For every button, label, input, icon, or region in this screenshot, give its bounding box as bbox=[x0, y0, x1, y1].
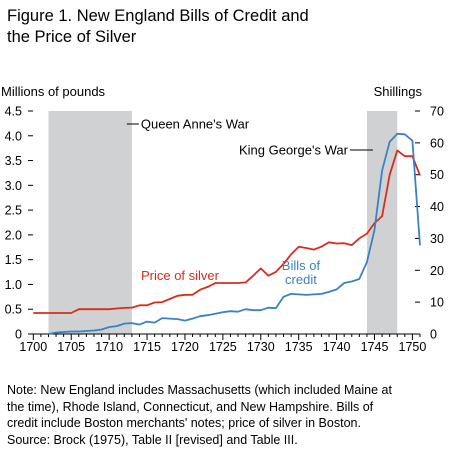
bills-of-credit-label-line-1: Bills of bbox=[282, 258, 321, 273]
shaded-periods bbox=[48, 111, 398, 334]
price-of-silver-label: Price of silver bbox=[141, 268, 220, 283]
annotations: Queen Anne's War King George's War Price o… bbox=[126, 117, 373, 287]
y-left-tick-label: 1.0 bbox=[5, 278, 22, 292]
y-left-tick-label: 4.5 bbox=[5, 105, 22, 119]
y-left-tick-label: 4.0 bbox=[5, 129, 22, 143]
x-tick-label: 1745 bbox=[361, 340, 389, 354]
y-left-tick-label: 2.5 bbox=[5, 204, 22, 218]
y-left-tick-label: 2.0 bbox=[5, 228, 22, 242]
note-line-3: credit include Boston merchants' notes; … bbox=[7, 416, 361, 430]
data-series bbox=[33, 132, 421, 335]
chart-note: Note: New England includes Massachusetts… bbox=[7, 382, 443, 448]
shaded-period-1 bbox=[48, 111, 132, 334]
x-tick-label: 1725 bbox=[209, 340, 237, 354]
x-tick-label: 1700 bbox=[19, 340, 47, 354]
x-tick-label: 1705 bbox=[57, 340, 85, 354]
x-tick-label: 1735 bbox=[285, 340, 313, 354]
x-tick-label: 1715 bbox=[133, 340, 161, 354]
y-right-tick-label: 30 bbox=[430, 232, 444, 246]
shaded-period-2 bbox=[366, 111, 398, 334]
figure-title-line-2: the Price of Silver bbox=[7, 28, 137, 46]
x-tick-label: 1750 bbox=[399, 340, 427, 354]
y-left-tick-label: 0.5 bbox=[5, 303, 22, 317]
note-line-4: Source: Brock (1975), Table II [revised]… bbox=[7, 432, 298, 447]
y-right-tick-label: 40 bbox=[430, 200, 444, 214]
y-right-tick-label: 10 bbox=[430, 296, 444, 310]
y-right-tick-label: 50 bbox=[430, 168, 444, 182]
figure-title-line-1: Figure 1. New England Bills of Credit an… bbox=[7, 7, 309, 25]
y-right-tick-label: 60 bbox=[430, 136, 444, 150]
y-left-tick-label: 0 bbox=[15, 328, 22, 342]
right-axis-unit-label: Shillings bbox=[373, 84, 422, 99]
y-right-tick-label: 0 bbox=[430, 328, 437, 342]
y-right-tick-label: 20 bbox=[430, 264, 444, 278]
y-left-tick-label: 3.0 bbox=[5, 179, 22, 193]
bills-of-credit-label-line-2: credit bbox=[285, 272, 317, 287]
king-georges-war-label: King George's War bbox=[239, 143, 349, 158]
x-tick-label: 1730 bbox=[247, 340, 275, 354]
y-left-tick-label: 1.5 bbox=[5, 253, 22, 267]
queen-annes-war-label: Queen Anne's War bbox=[141, 117, 250, 132]
note-line-2: the time), Rhode Island, Connecticut, an… bbox=[7, 399, 374, 414]
series-line-price-of-silver bbox=[33, 149, 421, 314]
note-line-1: Note: New England includes Massachusetts… bbox=[7, 383, 392, 397]
axes: 1700 1705 1710 1715 1720 1725 1730 1735 1740 1745… bbox=[5, 105, 444, 355]
x-tick-label: 1710 bbox=[95, 340, 123, 354]
left-axis-unit-label: Millions of pounds bbox=[1, 84, 106, 99]
figure-title: Figure 1. New England Bills of Credit an… bbox=[7, 6, 427, 48]
x-tick-label: 1720 bbox=[171, 340, 199, 354]
series-line-bills-of-credit bbox=[48, 132, 421, 335]
x-tick-label: 1740 bbox=[323, 340, 351, 354]
y-right-tick-label: 70 bbox=[430, 105, 444, 119]
y-left-tick-label: 3.5 bbox=[5, 154, 22, 168]
chart-canvas: 1700 1705 1710 1715 1720 1725 1730 1735 1740 1745… bbox=[5, 105, 444, 355]
